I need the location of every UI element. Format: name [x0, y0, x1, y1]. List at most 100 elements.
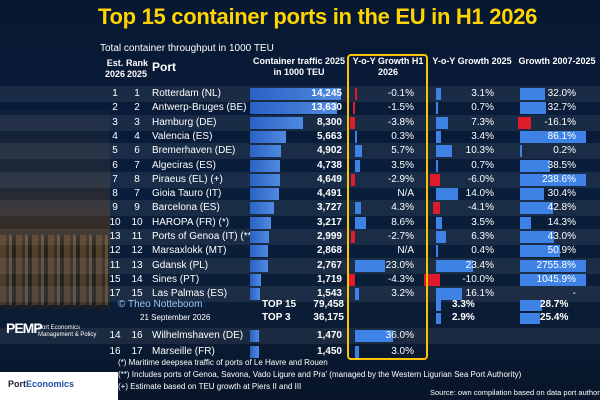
- cell-port: Piraeus (EL) (+): [152, 173, 223, 185]
- yoy-h1-bar: [351, 231, 355, 243]
- cell-rank: 8: [134, 173, 140, 185]
- pemp-logo-text: Port Economics Management & Policy: [38, 325, 97, 338]
- cell-rank: 4: [134, 130, 140, 142]
- growth-value: 238.6%: [542, 173, 576, 185]
- port-economics-logo-part2: Economics: [26, 379, 75, 389]
- growth-value: -16.1%: [544, 116, 576, 128]
- growth-value: 30.4%: [547, 188, 576, 200]
- container-stacks-photo: [0, 235, 110, 305]
- growth-bar: [520, 173, 586, 186]
- table-row: 10 10 HAROPA (FR) (*) 3,217 8.6% 3.5% 14.3%: [0, 215, 600, 231]
- totals-yoy-2025-bar: [436, 313, 441, 324]
- yoy-h1-value: N/A: [397, 188, 414, 200]
- yoy-h1-value: -4.3%: [387, 273, 414, 285]
- cell-port: Valencia (ES): [152, 130, 213, 142]
- traffic-bar: [250, 88, 342, 100]
- cell-port: Marsaxlokk (MT): [152, 245, 227, 257]
- yoy-h1-bar: [355, 202, 361, 215]
- cell-rank: 16: [131, 330, 143, 341]
- pemp-logo: PEMP Port Economics Management & Policy: [6, 320, 116, 362]
- cell-port: Marseille (FR): [152, 346, 215, 357]
- growth-value: -: [572, 288, 576, 300]
- pemp-logo-mark: PEMP: [6, 320, 43, 336]
- growth-value: 86.1%: [547, 130, 576, 142]
- yoy-2025-value: -4.1%: [467, 202, 494, 214]
- growth-bar: [520, 259, 586, 272]
- growth-bar: [520, 145, 522, 158]
- header-yoy-2025: Y-o-Y Growth 2025: [432, 56, 512, 66]
- cell-est: 16: [109, 346, 121, 357]
- cell-port: Gioia Tauro (IT): [152, 188, 222, 200]
- growth-value: 0.2%: [553, 145, 576, 157]
- growth-value: 32.0%: [547, 88, 576, 99]
- yoy-h1-bar: [355, 216, 367, 229]
- cell-est: 12: [109, 245, 121, 257]
- yoy-h1-value: 23.0%: [385, 259, 414, 271]
- growth-value: 43.0%: [547, 231, 576, 242]
- cell-est: 13: [109, 231, 121, 242]
- cell-port: Bremerhaven (DE): [152, 145, 236, 157]
- yoy-h1-value: -0.1%: [387, 88, 414, 99]
- cell-port: Las Palmas (ES): [152, 288, 228, 300]
- yoy-2025-bar: [436, 188, 459, 201]
- cell-rank: 1: [134, 88, 140, 99]
- yoy-h1-bar: [355, 145, 363, 158]
- yoy-h1-value: 8.6%: [391, 216, 414, 228]
- growth-bar: [520, 245, 560, 258]
- yoy-2025-value: 7.3%: [471, 116, 494, 128]
- yoy-2025-value: 23.4%: [465, 259, 494, 271]
- traffic-value: 3,727: [316, 202, 342, 214]
- cell-port: Antwerp-Bruges (BE): [152, 102, 247, 114]
- header-growth: Growth 2007-2025: [518, 56, 596, 66]
- yoy-h1-value: -2.7%: [387, 231, 414, 242]
- traffic-bar: [250, 116, 304, 129]
- cell-rank: 12: [131, 245, 143, 257]
- traffic-bar: [250, 202, 274, 215]
- traffic-value: 1,719: [316, 273, 342, 285]
- cell-port: Hamburg (DE): [152, 116, 217, 128]
- traffic-value: 4,491: [316, 188, 342, 200]
- totals-yoy-2025: 3.3%: [452, 299, 475, 310]
- header-yoy-h1: Y-o-Y Growth H1 2026: [352, 56, 424, 77]
- footnote-2: (**) Includes ports of Genoa, Savona, Va…: [118, 370, 522, 379]
- yoy-2025-bar: [436, 145, 453, 158]
- traffic-value: 5,663: [316, 130, 342, 142]
- traffic-bar: [250, 330, 260, 342]
- totals-traffic: 79,458: [313, 299, 344, 310]
- growth-bar: [520, 188, 544, 201]
- traffic-bar: [250, 130, 287, 143]
- table-row: 15 14 Sines (PT) 1,719 -4.3% -10.0% 1045.9%: [0, 272, 600, 288]
- traffic-value: 4,649: [316, 173, 342, 185]
- growth-value: 32.7%: [547, 102, 576, 114]
- header-est: Est. 2026: [104, 58, 126, 79]
- totals-growth-bar: [520, 300, 543, 311]
- cell-port: Sines (PT): [152, 273, 200, 285]
- yoy-2025-bar: [436, 159, 438, 172]
- yoy-h1-value: 5.7%: [391, 145, 414, 157]
- cell-est: 5: [112, 145, 118, 157]
- traffic-bar: [250, 346, 260, 358]
- yoy-2025-value: 3.1%: [471, 88, 494, 99]
- growth-value: 38.5%: [547, 159, 576, 171]
- yoy-2025-bar: [436, 216, 442, 229]
- totals-growth: 25.4%: [540, 312, 569, 323]
- yoy-2025-bar: [433, 202, 440, 215]
- table-row: 9 9 Barcelona (ES) 3,727 4.3% -4.1% 42.8%: [0, 200, 600, 217]
- yoy-2025-bar: [436, 116, 448, 129]
- cell-rank: 3: [134, 116, 140, 128]
- cell-est: 2: [112, 102, 118, 114]
- cell-est: 8: [112, 188, 118, 200]
- yoy-h1-value: 0.3%: [391, 130, 414, 142]
- cell-rank: 7: [134, 159, 140, 171]
- extra-table-row: 14 16 Wilhelmshaven (DE) 1,470 36.0%: [0, 328, 600, 344]
- header-rank: Rank 2025: [126, 58, 149, 79]
- traffic-bar: [250, 245, 269, 258]
- traffic-value: 14,245: [311, 88, 342, 99]
- yoy-h1-value: 3.2%: [391, 288, 414, 300]
- cell-est: 1: [112, 88, 118, 99]
- yoy-h1-bar: [351, 173, 355, 186]
- table-row: 4 4 Valencia (ES) 5,663 0.3% 3.4% 86.1%: [0, 129, 600, 145]
- yoy-2025-bar: [424, 273, 440, 286]
- footnote-3: (+) Estimate based on TEU growth at Pier…: [118, 382, 302, 391]
